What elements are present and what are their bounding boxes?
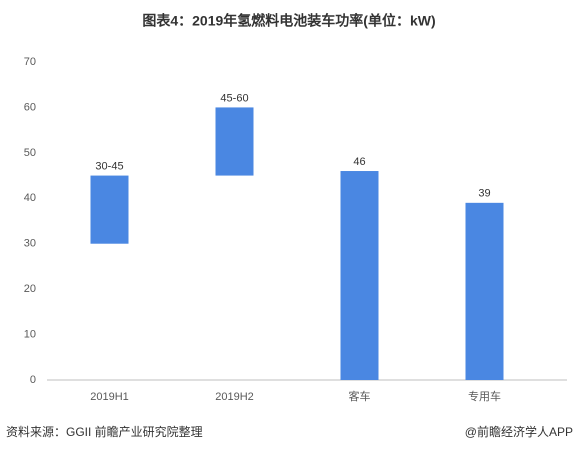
credit: @前瞻经济学人APP	[465, 424, 573, 439]
x-tick-label: 专用车	[468, 389, 501, 403]
y-tick-label: 60	[24, 101, 36, 113]
y-tick-label: 10	[24, 328, 36, 340]
chart-title: 图表4：2019年氢燃料电池装车功率(单位：kW)	[142, 13, 435, 29]
data-label: 39	[478, 188, 490, 200]
y-tick-label: 70	[24, 56, 36, 68]
y-tick-label: 40	[24, 192, 36, 204]
source: 资料来源：GGII 前瞻产业研究院整理	[6, 424, 203, 439]
x-tick-label: 2019H1	[90, 391, 129, 403]
y-tick-label: 0	[30, 374, 36, 386]
y-tick-label: 20	[24, 283, 36, 295]
data-label: 46	[353, 156, 365, 168]
y-tick-label: 30	[24, 238, 36, 250]
data-label: 45-60	[220, 92, 248, 104]
bar	[215, 107, 254, 176]
bar	[90, 175, 129, 244]
x-tick-label: 2019H2	[215, 391, 254, 403]
bar	[465, 202, 504, 380]
data-label: 30-45	[95, 160, 123, 172]
y-tick-label: 50	[24, 147, 36, 159]
bar	[340, 171, 379, 380]
x-tick-label: 客车	[349, 389, 371, 403]
